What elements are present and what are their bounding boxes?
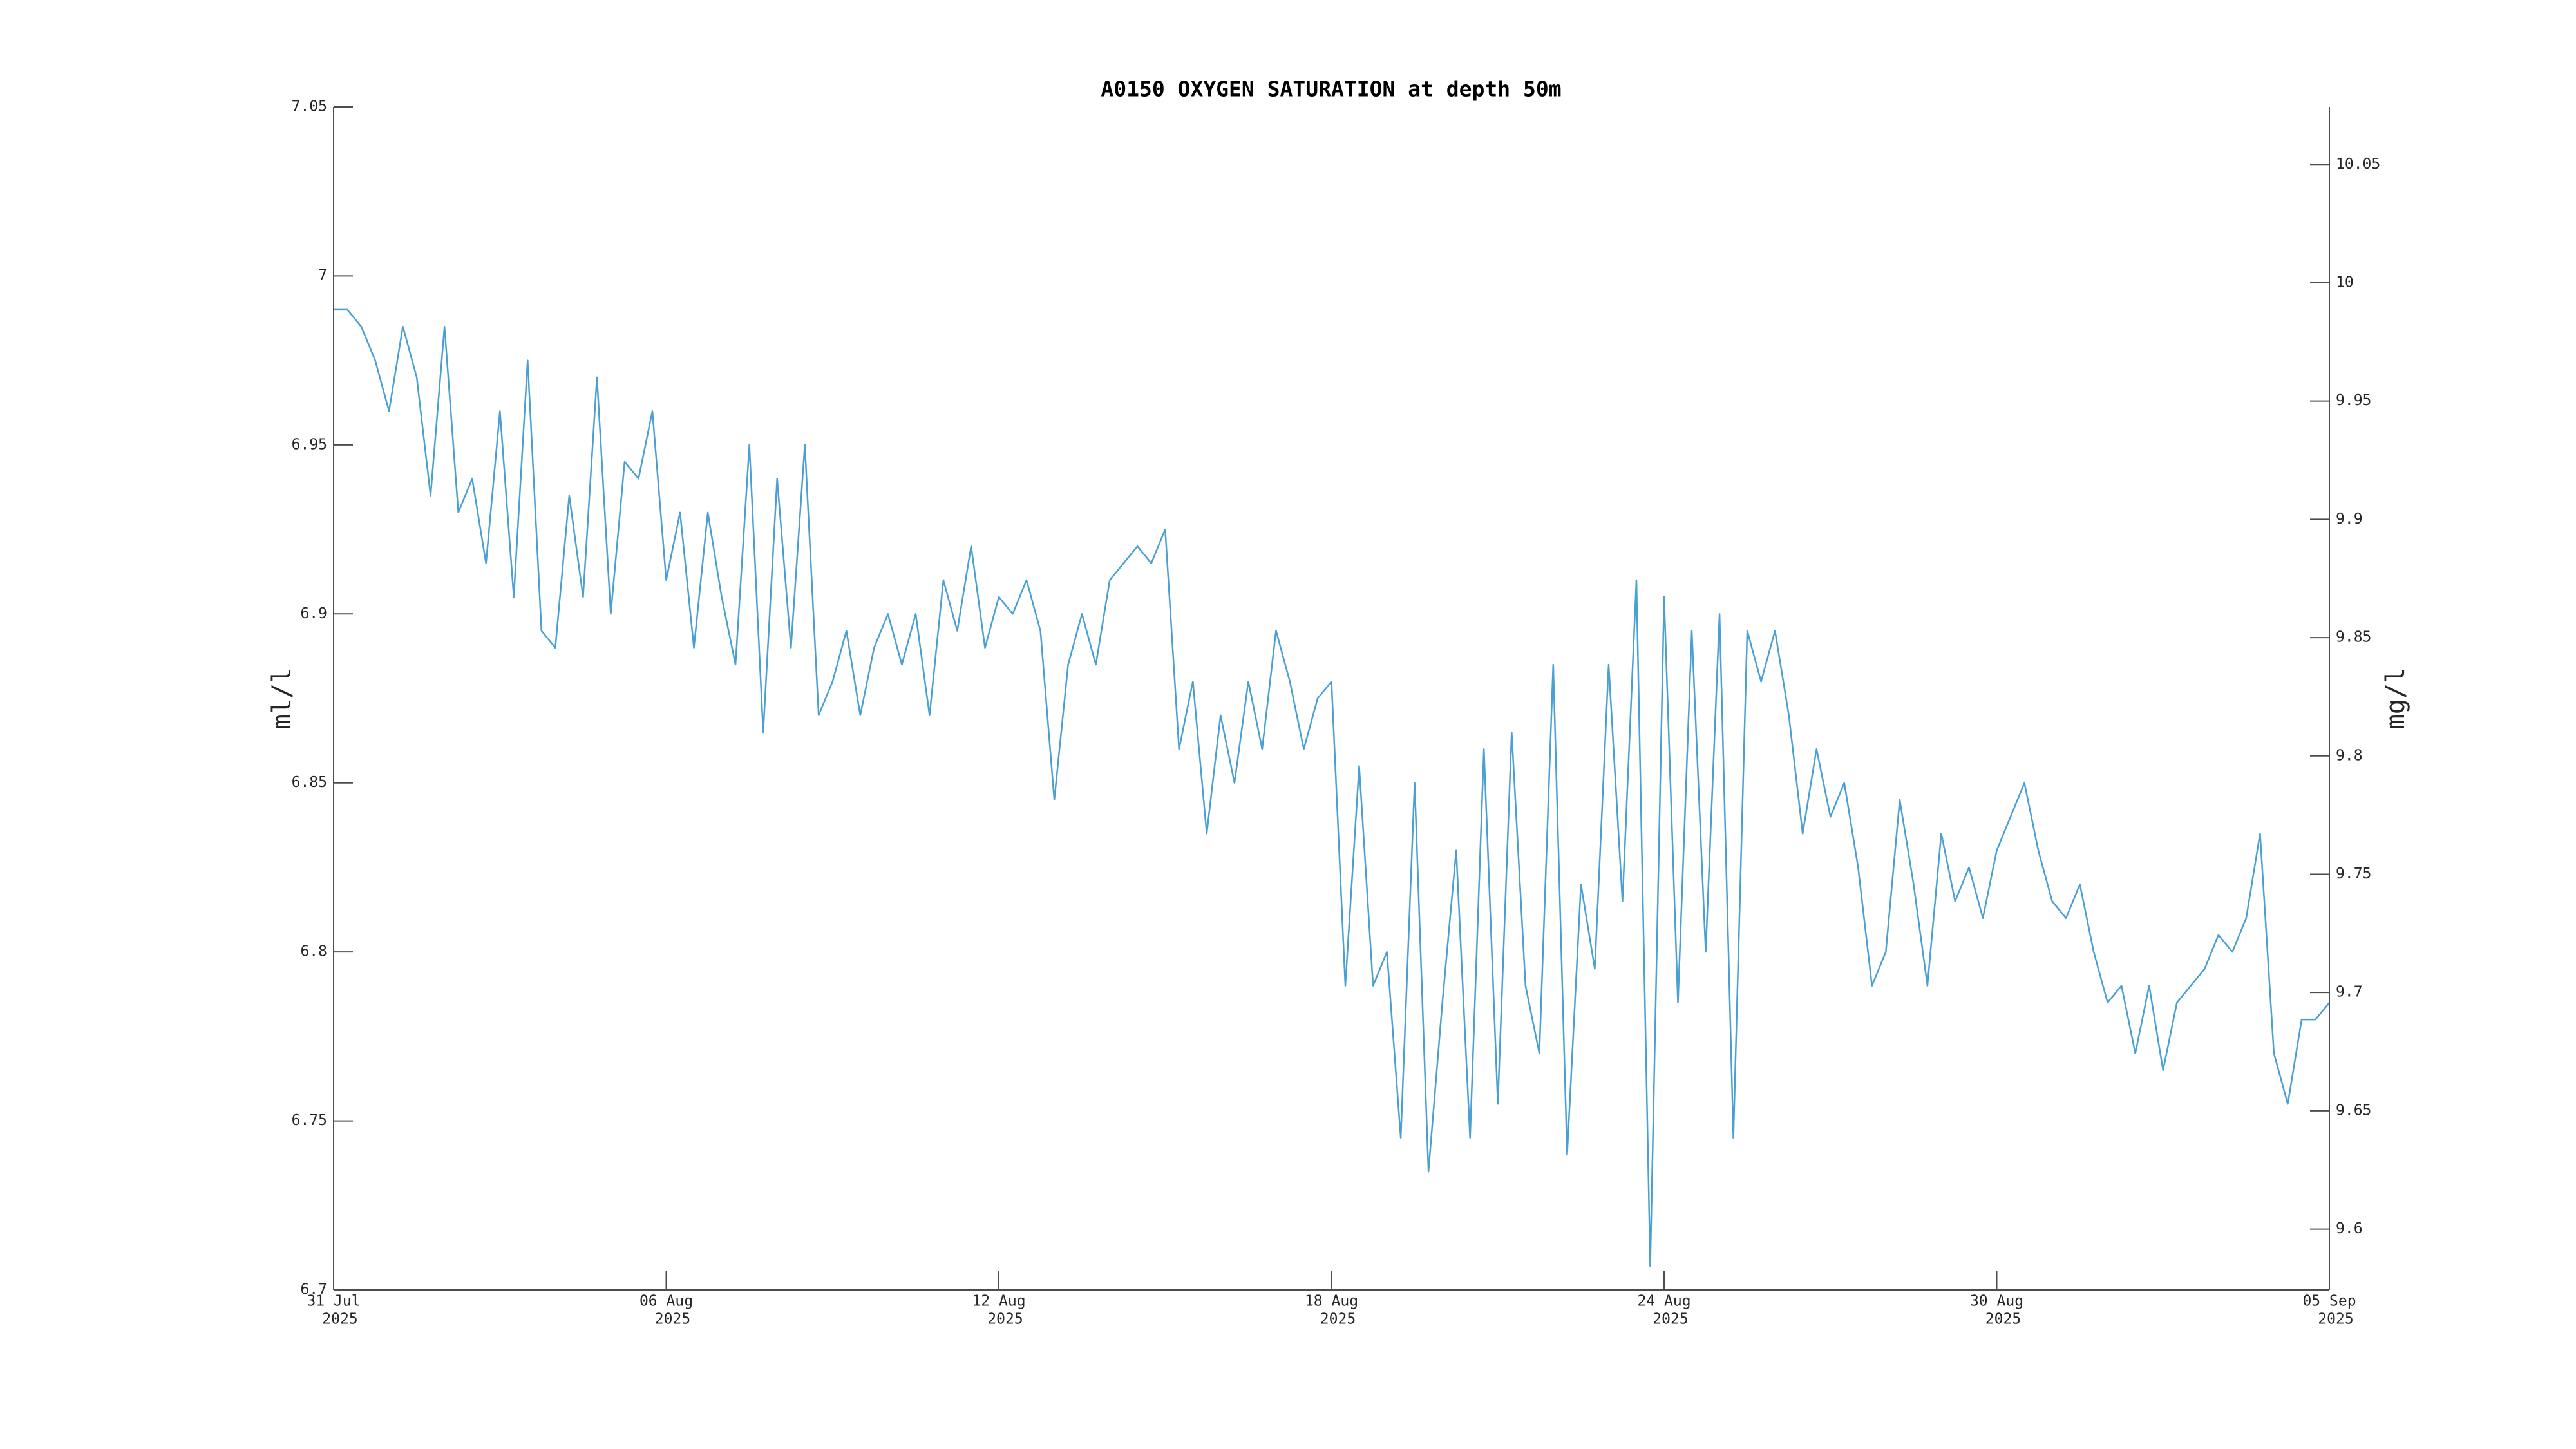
y2-tick-label: 9.95: [2336, 392, 2371, 409]
y-tick-label: 7: [318, 267, 327, 284]
x-tick-label: 31 Jul: [307, 1293, 360, 1310]
x-tick-label: 06 Aug: [639, 1293, 693, 1310]
y2-tick-label: 9.8: [2336, 747, 2363, 764]
x-tick-label: 30 Aug: [1970, 1293, 2023, 1310]
y2-tick-label: 10: [2336, 274, 2354, 290]
x-tick-label: 05 Sep: [2302, 1293, 2356, 1310]
x-tick-label: 2025: [1320, 1311, 1356, 1328]
chart-title: A0150 OXYGEN SATURATION at depth 50m: [1101, 77, 1561, 102]
y2-tick-label: 10.05: [2336, 156, 2380, 173]
y-tick-label: 6.8: [300, 943, 327, 960]
x-tick-label: 18 Aug: [1305, 1293, 1358, 1310]
y2-axis-label: mg/l: [2381, 668, 2410, 730]
y-tick-label: 6.7: [300, 1282, 327, 1298]
y-tick-label: 6.95: [292, 436, 327, 453]
y-axis-label: ml/l: [267, 668, 297, 730]
x-tick-label: 2025: [2318, 1311, 2353, 1328]
y-tick-label: 6.85: [292, 774, 327, 791]
y-tick-label: 7.05: [292, 99, 327, 115]
y2-tick-label: 9.7: [2336, 984, 2363, 1001]
y-tick-label: 6.9: [300, 605, 327, 622]
x-tick-label: 24 Aug: [1637, 1293, 1690, 1310]
x-tick-label: 2025: [655, 1311, 690, 1328]
y2-tick-label: 9.85: [2336, 629, 2371, 646]
x-tick-label: 12 Aug: [972, 1293, 1025, 1310]
x-tick-label: 2025: [987, 1311, 1023, 1328]
x-tick-label: 2025: [322, 1311, 357, 1328]
x-tick-label: 2025: [1653, 1311, 1688, 1328]
y2-tick-label: 9.6: [2336, 1220, 2363, 1237]
y-tick-label: 6.75: [292, 1112, 327, 1129]
x-tick-label: 2025: [1985, 1311, 2021, 1328]
y2-tick-label: 9.9: [2336, 511, 2363, 527]
data-line: [334, 308, 2330, 1267]
y2-tick-label: 9.75: [2336, 866, 2371, 882]
y2-tick-label: 9.65: [2336, 1102, 2371, 1119]
